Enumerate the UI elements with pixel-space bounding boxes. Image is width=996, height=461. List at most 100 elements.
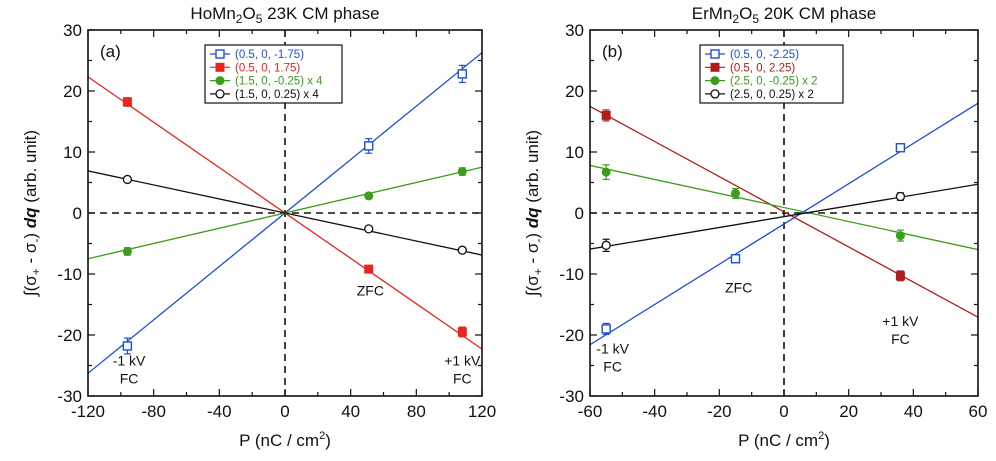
series-3-points [601, 191, 906, 253]
y-label-subscript: + [531, 268, 545, 275]
data-point [457, 69, 467, 79]
fit-line-series-0 [590, 102, 978, 346]
series-1-points [601, 109, 905, 282]
data-point [364, 141, 374, 151]
legend-entry: (0.5, 0, -2.25) [730, 49, 799, 61]
data-point [457, 327, 467, 337]
series-2-points [122, 167, 467, 256]
title-part: O [739, 4, 752, 23]
fit-line-series-2 [590, 164, 978, 251]
y-tick-label: 10 [63, 143, 82, 162]
fit-line-series-3 [590, 183, 978, 250]
data-point [122, 341, 133, 351]
x-tick-label: -60 [578, 402, 603, 421]
data-point [601, 324, 611, 334]
y-tick-label: -20 [559, 326, 584, 345]
fit-line-series-1 [590, 105, 978, 318]
legend-entry: (0.5, 0, 2.25) [730, 62, 795, 74]
annotation-label: +1 kV [882, 313, 919, 329]
series-2-points [601, 164, 905, 242]
title-subscript: 5 [256, 12, 263, 26]
x-tick-label: 60 [969, 402, 988, 421]
y-label-part: (arb. unit) [523, 130, 542, 207]
annotation-label: FC [891, 331, 910, 347]
fit-lines [590, 102, 978, 346]
y-label-part: (arb. unit) [21, 130, 40, 207]
x-label-part: P (nC / cm [738, 431, 818, 450]
x-label-part: ) [325, 431, 331, 450]
data-point [601, 110, 611, 120]
x-tick-label: 20 [839, 402, 858, 421]
annotation-label: +1 kV [444, 353, 481, 369]
annotation-label: ZFC [357, 282, 384, 298]
legend-marker [710, 89, 720, 99]
data-point [895, 143, 906, 153]
title-part: ErMn [692, 4, 733, 23]
y-label-part: ∫(σ [523, 275, 542, 297]
legend-entry: (0.5, 0, -1.75) [235, 49, 304, 61]
chart-title: HoMn2O5 23K CM phase [190, 4, 379, 26]
x-tick-label: -40 [207, 402, 232, 421]
panel-label: (a) [100, 42, 121, 61]
legend-entry: (1.5, 0, 0.25) x 4 [235, 89, 319, 101]
annotation-label: -1 kV [596, 340, 629, 356]
y-tick-label: -10 [559, 265, 584, 284]
data-point [364, 191, 374, 201]
data-point [895, 271, 905, 281]
x-axis-label: P (nC / cm2) [738, 430, 830, 450]
series-0-points [122, 64, 467, 355]
chart-title: ErMn2O5 20K CM phase [692, 4, 876, 26]
legend-entry: (1.5, 0, -0.25) x 4 [235, 76, 323, 88]
y-label-part: ) [523, 228, 542, 238]
series-3-points [122, 174, 467, 255]
y-tick-label: -30 [559, 387, 584, 406]
legend: (0.5, 0, -2.25)(0.5, 0, 2.25) (2.5, 0, -0… [699, 44, 844, 104]
x-tick-label: -20 [707, 402, 732, 421]
data-point [122, 246, 132, 256]
data-point [895, 231, 905, 241]
plot-frame [87, 29, 483, 397]
legend-marker [710, 62, 720, 72]
annotation-label: FC [120, 371, 139, 387]
annotation-label: FC [603, 358, 622, 374]
data-point [364, 224, 374, 234]
y-label-part: - σ [21, 242, 40, 268]
title-part: 20K CM phase [759, 4, 876, 23]
y-tick-label: 20 [63, 82, 82, 101]
annotation-label: -1 kV [113, 353, 146, 369]
plot-frame [589, 29, 979, 397]
x-axis-label: P (nC / cm2) [239, 430, 331, 450]
x-label-part: ) [824, 431, 830, 450]
x-tick-label: -120 [71, 402, 105, 421]
data-point [731, 188, 740, 198]
x-tick-label: 0 [779, 402, 788, 421]
chart-panel-b: ErMn2O5 20K CM phase-60 -40 -20 0 20 40 60-30-… [523, 4, 987, 450]
title-part: 23K CM phase [262, 4, 379, 23]
title-subscript: 2 [732, 12, 739, 26]
x-tick-label: 40 [904, 402, 923, 421]
annotation-label: ZFC [725, 279, 752, 295]
x-tick-label: 80 [407, 402, 426, 421]
title-part: HoMn [190, 4, 235, 23]
y-tick-label: 10 [565, 143, 584, 162]
data-point [457, 167, 467, 177]
y-label-subscript: - [531, 239, 545, 243]
legend: (0.5, 0, -1.75)(0.5, 0, 1.75) (1.5, 0, -0… [204, 44, 343, 104]
legend-marker [710, 76, 720, 86]
x-tick-label: 120 [468, 402, 496, 421]
series-0-points [601, 143, 906, 335]
x-tick-label: 0 [280, 402, 289, 421]
fit-line-series-3 [88, 170, 482, 256]
fit-lines [88, 52, 482, 374]
y-label-subscript: - [29, 239, 43, 243]
y-tick-label: 20 [565, 82, 584, 101]
x-label-superscript: 2 [818, 430, 824, 442]
legend-marker [215, 89, 225, 99]
panel-label: (b) [602, 42, 623, 61]
legend-marker [215, 62, 225, 72]
chart-panel-a: HoMn2O5 23K CM phase-120 -80 -40 0 40 80 120-3… [21, 4, 496, 450]
y-tick-label: 0 [575, 204, 584, 223]
x-label-part: P (nC / cm [239, 431, 319, 450]
data-point [364, 264, 374, 274]
y-label-part: ) [21, 228, 40, 238]
